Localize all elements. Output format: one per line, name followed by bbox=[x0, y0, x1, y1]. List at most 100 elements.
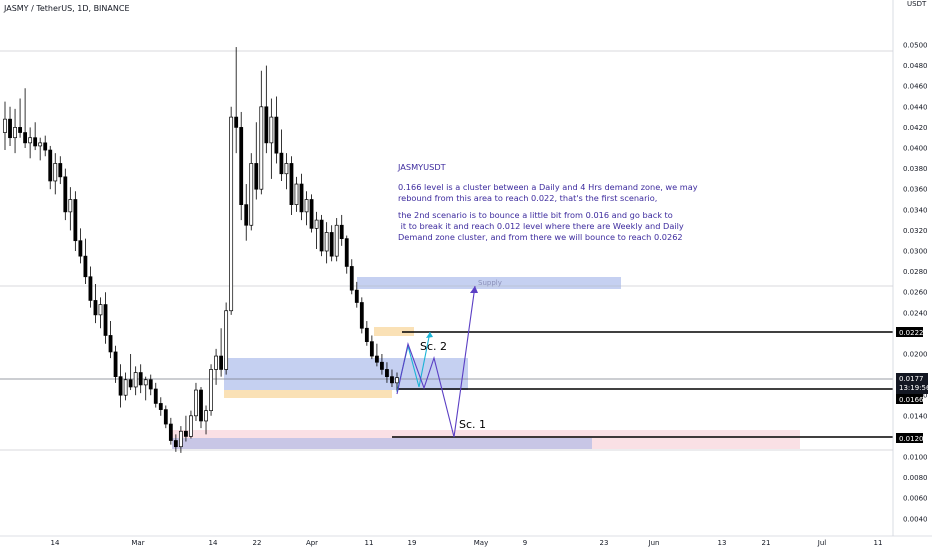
price-tick-label: 0.0500 bbox=[903, 42, 928, 50]
label-0-0166: 0.0166 bbox=[899, 396, 924, 404]
price-labels: 0.0222 0.0177 13:19:56 0.0166 0.0120 bbox=[896, 327, 931, 443]
scenario-1-path bbox=[396, 285, 476, 438]
candle-down bbox=[148, 379, 153, 390]
candle-up bbox=[143, 379, 148, 386]
label-0-0222: 0.0222 bbox=[899, 329, 924, 337]
candle-down bbox=[184, 430, 188, 437]
annotation-line-1: 0.166 level is a cluster between a Daily… bbox=[398, 182, 698, 192]
four-hour-demand-zone bbox=[224, 390, 392, 398]
candle-down bbox=[264, 106, 269, 144]
candle-up bbox=[3, 118, 7, 133]
time-tick-label: Apr bbox=[306, 539, 318, 547]
supply-label: Supply bbox=[478, 279, 502, 287]
time-tick-label: May bbox=[474, 539, 488, 547]
candle-up bbox=[194, 389, 198, 417]
price-tick-label: 0.0340 bbox=[903, 206, 928, 214]
time-tick-label: 11 bbox=[365, 539, 374, 547]
candle-up bbox=[334, 224, 339, 257]
time-tick-label: Jun bbox=[648, 539, 660, 547]
candle-up bbox=[284, 163, 289, 175]
candle-down bbox=[299, 183, 304, 213]
candle-up bbox=[314, 219, 319, 229]
candle-down bbox=[168, 423, 173, 441]
candle-up bbox=[304, 199, 309, 213]
scenario-paths bbox=[396, 285, 478, 438]
time-tick-label: 11 bbox=[874, 539, 883, 547]
candle-down bbox=[33, 137, 38, 147]
label-current-bg bbox=[896, 373, 928, 394]
candle-up bbox=[224, 310, 229, 370]
candle-up bbox=[98, 304, 103, 316]
time-tick-label: Mar bbox=[131, 539, 144, 547]
time-tick-label: 14 bbox=[209, 539, 218, 547]
price-tick-label: 0.0260 bbox=[903, 289, 928, 297]
scenario-2-label: Sc. 2 bbox=[420, 340, 447, 353]
candle-up bbox=[209, 369, 213, 412]
candle-down bbox=[48, 149, 53, 182]
label-0-0120: 0.0120 bbox=[899, 435, 924, 443]
candle-up bbox=[189, 415, 193, 437]
annotation-note: JASMYUSDT 0.166 level is a cluster betwe… bbox=[397, 162, 698, 242]
candle-up bbox=[13, 127, 17, 139]
candle-down bbox=[73, 199, 78, 242]
candle-down bbox=[349, 266, 354, 291]
price-axis-unit: USDT bbox=[907, 0, 927, 8]
candle-down bbox=[163, 409, 168, 425]
candle-down bbox=[289, 163, 294, 205]
price-tick-label: 0.0400 bbox=[903, 145, 928, 153]
candle-down bbox=[244, 204, 249, 226]
label-0-0166-bg bbox=[896, 394, 923, 404]
label-current-price: 0.0177 bbox=[899, 375, 924, 383]
time-tick-label: 9 bbox=[523, 539, 527, 547]
candle-down bbox=[83, 255, 88, 278]
candle-down bbox=[43, 142, 48, 151]
candle-down bbox=[344, 238, 349, 267]
candle-down bbox=[128, 379, 133, 388]
price-tick-label: 0.0040 bbox=[903, 515, 928, 523]
annotation-line-4: the 2nd scenario is to bounce a little b… bbox=[398, 210, 673, 220]
annotation-line-5: it to break it and reach 0.012 level whe… bbox=[398, 221, 684, 231]
candle-up bbox=[68, 199, 73, 213]
daily-demand-zone bbox=[224, 358, 468, 390]
candle-down bbox=[103, 304, 108, 336]
candle-down bbox=[8, 118, 12, 139]
candle-down bbox=[173, 440, 178, 448]
candle-down bbox=[18, 127, 22, 133]
candle-up bbox=[249, 163, 254, 226]
candle-up bbox=[123, 379, 128, 396]
time-tick-label: Jul bbox=[817, 539, 827, 547]
candle-up bbox=[28, 137, 33, 144]
candle-down bbox=[359, 302, 364, 329]
price-tick-label: 0.0320 bbox=[903, 227, 928, 235]
time-axis[interactable]: 14 Mar 14 22 Apr 11 19 May 9 23 Jun 13 21 Jul 11 bbox=[0, 535, 932, 547]
price-tick-label: 0.0240 bbox=[903, 309, 928, 317]
time-tick-label: 13 bbox=[718, 539, 727, 547]
price-tick-label: 0.0060 bbox=[903, 495, 928, 503]
candle-down bbox=[113, 351, 118, 378]
candle-down bbox=[88, 276, 93, 301]
label-countdown: 13:19:56 bbox=[899, 384, 931, 392]
price-tick-label: 0.0380 bbox=[903, 165, 928, 173]
price-tick-label: 0.0440 bbox=[903, 103, 928, 111]
candle-down bbox=[199, 389, 203, 422]
candle-down bbox=[78, 240, 83, 257]
candle-down bbox=[369, 341, 374, 357]
time-ticks: 14 Mar 14 22 Apr 11 19 May 9 23 Jun 13 21 Jul 11 bbox=[51, 539, 883, 547]
time-tick-label: 21 bbox=[762, 539, 771, 547]
candle-down bbox=[23, 132, 28, 144]
candle-down bbox=[319, 219, 324, 252]
candle-down bbox=[364, 327, 369, 342]
chart-title: JASMY / TetherUS, 1D, BINANCE bbox=[3, 4, 130, 13]
candle-down bbox=[339, 224, 344, 239]
candle-down bbox=[153, 388, 158, 404]
candle-up bbox=[294, 183, 299, 206]
target-zone bbox=[374, 327, 414, 336]
candle-down bbox=[138, 372, 143, 386]
candle-up bbox=[395, 377, 399, 384]
price-tick-label: 0.0080 bbox=[903, 474, 928, 482]
scenario-2-arrowhead bbox=[426, 332, 433, 338]
time-tick-label: 14 bbox=[51, 539, 60, 547]
annotation-line-6: Demand zone cluster, and from there we w… bbox=[398, 232, 683, 242]
candle-down bbox=[58, 163, 63, 178]
